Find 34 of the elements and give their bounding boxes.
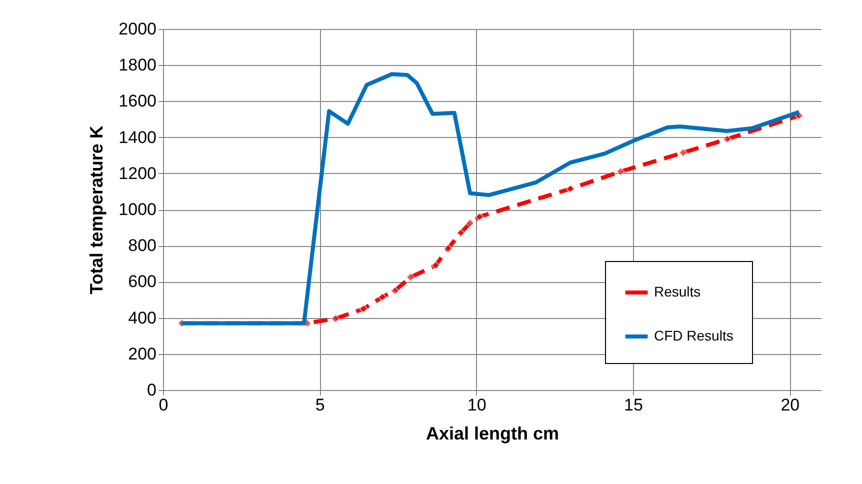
y-tick-label: 0	[147, 380, 156, 400]
y-tick-label: 800	[128, 236, 156, 256]
y-tick-label: 1800	[118, 56, 156, 75]
legend-label: CFD Results	[654, 328, 734, 344]
point	[475, 212, 484, 222]
y-tick-label: 600	[128, 272, 156, 292]
point	[722, 134, 732, 144]
x-axis-title: Axial length cm	[426, 424, 560, 444]
point	[456, 228, 466, 238]
point	[359, 304, 368, 314]
point	[406, 272, 415, 282]
y-tick-label: 1000	[118, 200, 156, 219]
x-tick-label: 15	[624, 396, 643, 414]
point	[431, 261, 440, 270]
point	[466, 218, 474, 228]
legend-label: Results	[654, 284, 701, 300]
y-tick-label: 1400	[118, 128, 156, 147]
point	[616, 167, 625, 176]
y-tick-label: 2000	[118, 20, 156, 38]
point	[444, 244, 453, 253]
x-tick-label: 10	[467, 396, 486, 414]
x-tick-label: 5	[315, 396, 325, 414]
y-tick-label: 400	[128, 308, 156, 328]
x-tick-label: 0	[158, 396, 168, 414]
point	[678, 148, 688, 158]
x-tick-label: 20	[780, 396, 800, 414]
point	[566, 184, 575, 194]
y-tick-label: 200	[128, 344, 156, 364]
point	[378, 292, 387, 302]
point	[390, 286, 400, 296]
y-axis-title: Total temperature K	[86, 126, 107, 294]
y-tick-label: 1600	[118, 92, 156, 111]
y-tick-label: 1200	[118, 164, 156, 183]
point	[330, 314, 340, 324]
